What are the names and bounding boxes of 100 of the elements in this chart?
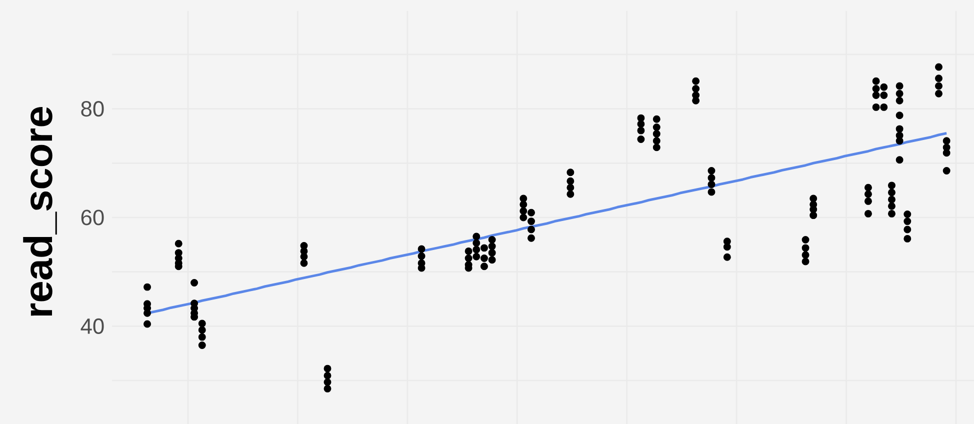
point	[872, 77, 880, 85]
point	[864, 210, 872, 218]
point	[520, 200, 528, 208]
point	[896, 125, 904, 133]
point	[880, 92, 888, 99]
point	[692, 77, 700, 85]
point	[300, 259, 308, 267]
point	[904, 226, 912, 234]
point	[896, 96, 904, 104]
point	[652, 115, 660, 123]
point	[324, 378, 332, 386]
point	[872, 84, 880, 92]
point	[708, 188, 716, 196]
point	[692, 96, 700, 104]
point	[472, 239, 480, 247]
point	[637, 114, 645, 122]
point	[566, 184, 574, 192]
point	[864, 190, 872, 198]
y-axis-title: read_score	[23, 107, 57, 316]
point	[888, 188, 896, 196]
point	[566, 190, 574, 198]
point	[904, 218, 912, 226]
y-tick-label: 80	[81, 101, 104, 117]
point	[723, 243, 731, 251]
point	[802, 236, 810, 244]
point	[464, 254, 472, 262]
point	[652, 144, 660, 152]
point	[144, 320, 151, 328]
point	[942, 167, 950, 174]
point	[935, 74, 942, 82]
point	[198, 320, 206, 328]
point	[896, 90, 904, 98]
point	[324, 364, 332, 372]
point	[637, 120, 645, 128]
point	[708, 167, 716, 174]
point	[324, 384, 332, 392]
point	[480, 254, 488, 262]
point	[528, 208, 535, 216]
y-tick-label: 40	[80, 318, 104, 334]
point	[637, 126, 645, 134]
point	[528, 226, 535, 234]
point	[880, 83, 888, 91]
point	[528, 218, 535, 226]
point	[802, 258, 810, 266]
point	[864, 184, 872, 192]
point	[888, 196, 896, 204]
point	[872, 103, 880, 111]
point	[896, 137, 904, 145]
point	[652, 130, 660, 138]
point	[637, 136, 645, 143]
point	[896, 82, 904, 90]
point	[520, 214, 528, 222]
point	[802, 244, 810, 252]
point	[942, 137, 950, 145]
point	[723, 253, 731, 261]
point	[520, 207, 528, 215]
point	[488, 249, 496, 257]
point	[488, 242, 496, 250]
point	[942, 149, 950, 157]
point	[652, 137, 660, 145]
point	[198, 333, 206, 341]
point	[935, 90, 942, 98]
point	[472, 232, 480, 240]
point	[198, 326, 206, 334]
point	[896, 156, 904, 164]
point	[418, 252, 426, 260]
point	[904, 234, 912, 242]
point	[480, 262, 488, 270]
point	[464, 247, 472, 255]
point	[472, 252, 480, 260]
point	[418, 245, 426, 253]
point	[810, 194, 818, 202]
point	[708, 180, 716, 188]
point	[144, 283, 151, 291]
y-tick-label: 60	[81, 210, 104, 226]
point	[888, 210, 896, 218]
point	[692, 84, 700, 92]
point	[566, 168, 574, 176]
point	[652, 124, 660, 132]
point	[880, 103, 888, 111]
point	[810, 212, 818, 220]
point	[472, 246, 480, 254]
point	[802, 251, 810, 259]
point	[935, 82, 942, 90]
point	[864, 197, 872, 205]
point	[935, 63, 942, 71]
point	[528, 234, 535, 242]
point	[324, 372, 332, 380]
point	[904, 210, 912, 218]
point	[198, 341, 206, 349]
point	[888, 182, 896, 190]
point	[888, 202, 896, 210]
point	[488, 236, 496, 244]
point	[190, 278, 198, 286]
point	[566, 177, 574, 185]
point	[872, 92, 880, 99]
point	[896, 112, 904, 120]
point	[480, 244, 488, 252]
point	[488, 256, 496, 264]
point	[174, 240, 182, 248]
